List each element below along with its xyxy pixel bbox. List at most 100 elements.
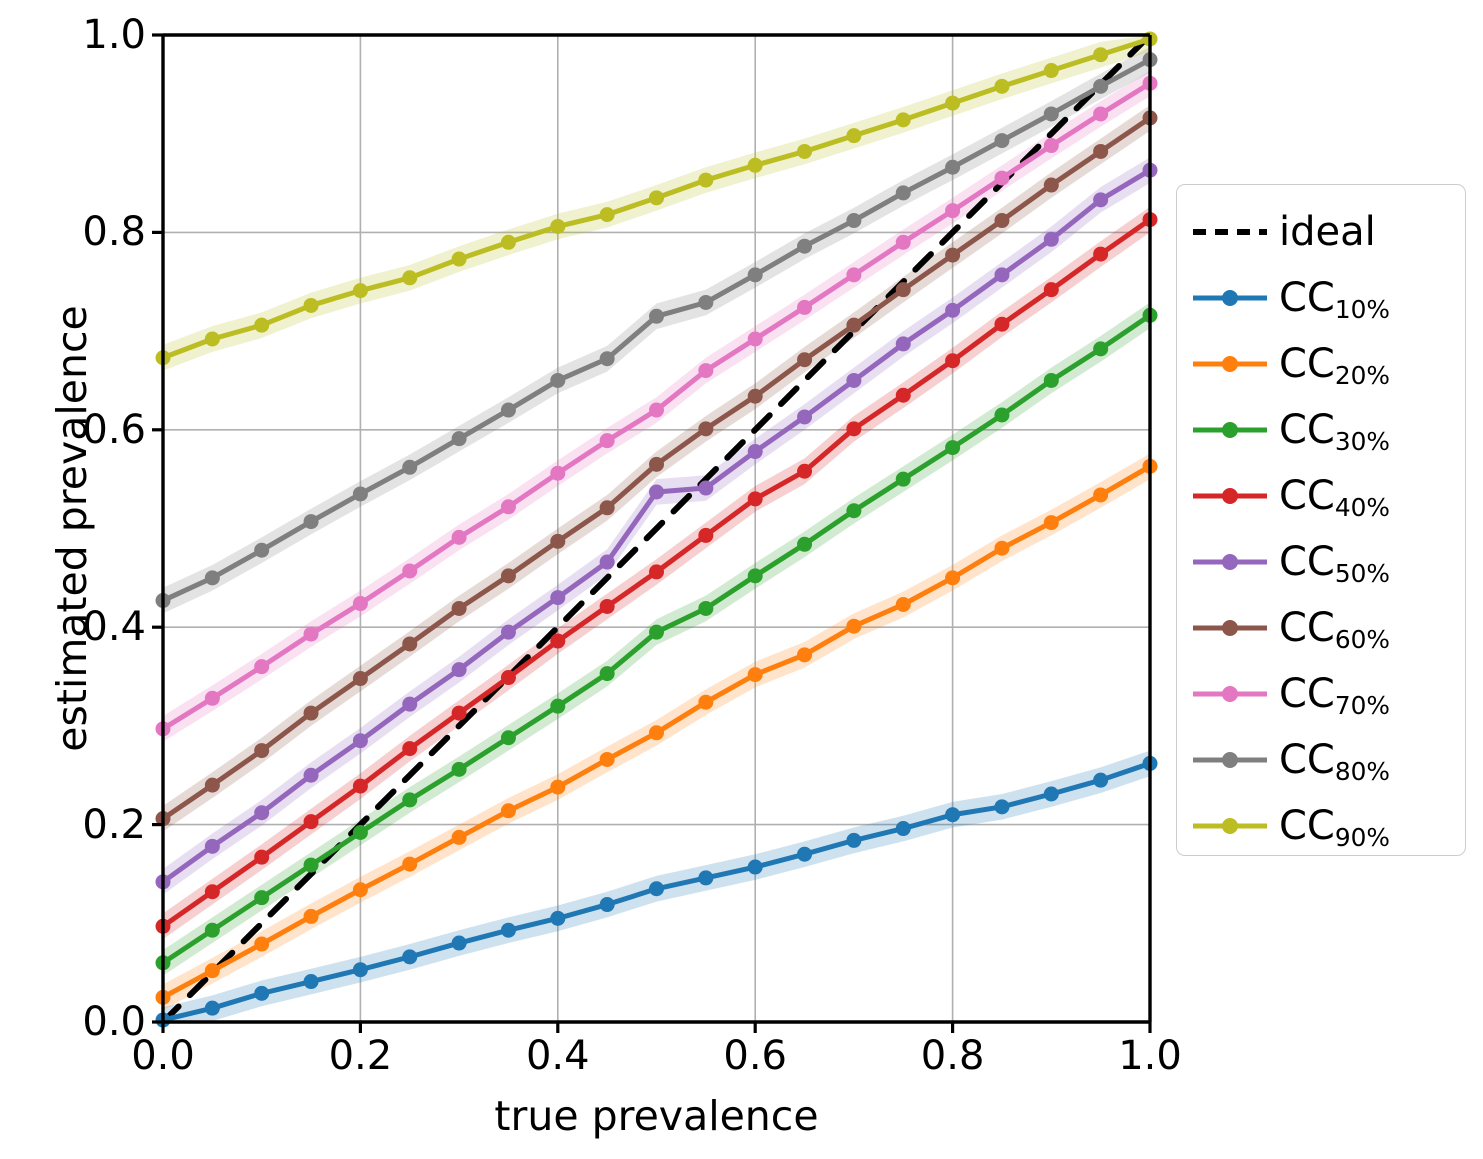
- marker-CC_80%: [451, 431, 467, 447]
- y-tick-label: 0.0: [82, 999, 146, 1045]
- chart-legend[interactable]: ideal CC10% CC20% CC30% CC40% CC50% CC60% CC70%…: [1176, 184, 1466, 856]
- marker-CC_80%: [649, 308, 664, 324]
- marker-CC_60%: [402, 636, 418, 652]
- legend-item-CC_70%[interactable]: CC70%: [1177, 661, 1465, 727]
- x-tick-label: 0.8: [920, 1033, 985, 1079]
- marker-CC_80%: [599, 351, 615, 367]
- marker-CC_50%: [254, 805, 270, 821]
- legend-item-label: CC10%: [1279, 275, 1390, 324]
- axis-tick-marks: [152, 33, 1152, 1033]
- marker-CC_60%: [303, 705, 319, 721]
- marker-CC_60%: [1093, 143, 1109, 159]
- marker-CC_80%: [254, 542, 270, 558]
- legend-item-CC_30%[interactable]: CC30%: [1177, 397, 1465, 463]
- marker-CC_70%: [945, 203, 961, 219]
- marker-CC_50%: [698, 480, 714, 496]
- y-tick-label: 1.0: [82, 12, 146, 58]
- marker-CC_20%: [994, 540, 1010, 556]
- marker-CC_40%: [599, 598, 615, 614]
- marker-CC_50%: [649, 484, 664, 500]
- marker-CC_90%: [550, 218, 566, 234]
- legend-item-label: CC80%: [1279, 737, 1390, 786]
- x-axis-label: true prevalence: [494, 1092, 819, 1140]
- legend-item-CC_40%[interactable]: CC40%: [1177, 463, 1465, 529]
- marker-CC_80%: [945, 159, 961, 175]
- marker-CC_70%: [402, 563, 418, 579]
- marker-CC_10%: [994, 799, 1010, 815]
- marker-CC_10%: [550, 910, 566, 926]
- marker-CC_40%: [352, 778, 368, 794]
- marker-CC_80%: [352, 486, 368, 502]
- legend-item-CC_80%[interactable]: CC80%: [1177, 727, 1465, 793]
- marker-CC_30%: [254, 890, 270, 906]
- marker-CC_20%: [797, 647, 813, 663]
- legend-swatch-icon: [1191, 283, 1269, 313]
- marker-CC_60%: [352, 671, 368, 687]
- legend-item-CC_10%[interactable]: CC10%: [1177, 265, 1465, 331]
- marker-CC_90%: [797, 143, 813, 159]
- marker-CC_10%: [599, 897, 615, 913]
- marker-CC_60%: [747, 388, 763, 404]
- marker-CC_70%: [303, 626, 319, 642]
- marker-CC_90%: [1093, 47, 1109, 63]
- marker-CC_20%: [204, 963, 220, 979]
- legend-swatch-icon: [1191, 679, 1269, 709]
- marker-CC_10%: [945, 807, 961, 823]
- marker-CC_30%: [451, 761, 467, 777]
- marker-CC_20%: [1043, 515, 1059, 531]
- marker-CC_30%: [1043, 372, 1059, 388]
- y-axis-label: estimated prevalence: [48, 305, 96, 752]
- legend-item-CC_50%[interactable]: CC50%: [1177, 529, 1465, 595]
- marker-CC_10%: [698, 870, 714, 886]
- legend-item-ideal[interactable]: ideal: [1177, 199, 1465, 265]
- legend-item-label: CC30%: [1279, 407, 1390, 456]
- legend-item-label: CC70%: [1279, 671, 1390, 720]
- marker-CC_90%: [352, 283, 368, 299]
- marker-CC_90%: [945, 95, 961, 111]
- marker-CC_50%: [945, 302, 961, 318]
- marker-CC_40%: [895, 387, 911, 403]
- marker-CC_30%: [550, 698, 566, 714]
- marker-CC_70%: [649, 402, 664, 418]
- marker-CC_70%: [254, 659, 270, 675]
- marker-CC_10%: [451, 935, 467, 951]
- marker-CC_10%: [402, 949, 418, 965]
- marker-CC_50%: [797, 409, 813, 425]
- marker-CC_40%: [1043, 282, 1059, 298]
- marker-CC_30%: [846, 503, 862, 519]
- marker-CC_10%: [352, 962, 368, 978]
- marker-CC_40%: [500, 670, 516, 686]
- marker-CC_80%: [550, 372, 566, 388]
- marker-CC_90%: [599, 207, 615, 223]
- legend-swatch-icon: [1191, 217, 1269, 247]
- marker-CC_90%: [402, 270, 418, 286]
- marker-CC_20%: [1093, 487, 1109, 503]
- marker-CC_60%: [550, 533, 566, 549]
- marker-CC_80%: [500, 402, 516, 418]
- marker-CC_20%: [698, 694, 714, 710]
- legend-item-CC_20%[interactable]: CC20%: [1177, 331, 1465, 397]
- legend-item-CC_60%[interactable]: CC60%: [1177, 595, 1465, 661]
- marker-CC_70%: [1043, 138, 1059, 154]
- legend-item-CC_90%[interactable]: CC90%: [1177, 793, 1465, 859]
- marker-CC_20%: [451, 829, 467, 845]
- marker-CC_80%: [698, 294, 714, 310]
- marker-CC_70%: [204, 690, 220, 706]
- marker-CC_60%: [204, 777, 220, 793]
- legend-item-label: CC90%: [1279, 803, 1390, 852]
- marker-CC_60%: [254, 743, 270, 759]
- marker-CC_20%: [649, 725, 664, 741]
- marker-CC_50%: [895, 336, 911, 352]
- legend-swatch-icon: [1191, 745, 1269, 775]
- marker-CC_40%: [1093, 246, 1109, 262]
- legend-item-label: CC40%: [1279, 473, 1390, 522]
- marker-CC_80%: [846, 213, 862, 229]
- x-tick-label: 1.0: [1118, 1033, 1182, 1079]
- marker-CC_30%: [1093, 341, 1109, 357]
- marker-CC_70%: [1093, 106, 1109, 122]
- marker-CC_60%: [599, 500, 615, 516]
- marker-CC_50%: [846, 372, 862, 388]
- marker-CC_80%: [1093, 78, 1109, 94]
- legend-item-label: CC50%: [1279, 539, 1390, 588]
